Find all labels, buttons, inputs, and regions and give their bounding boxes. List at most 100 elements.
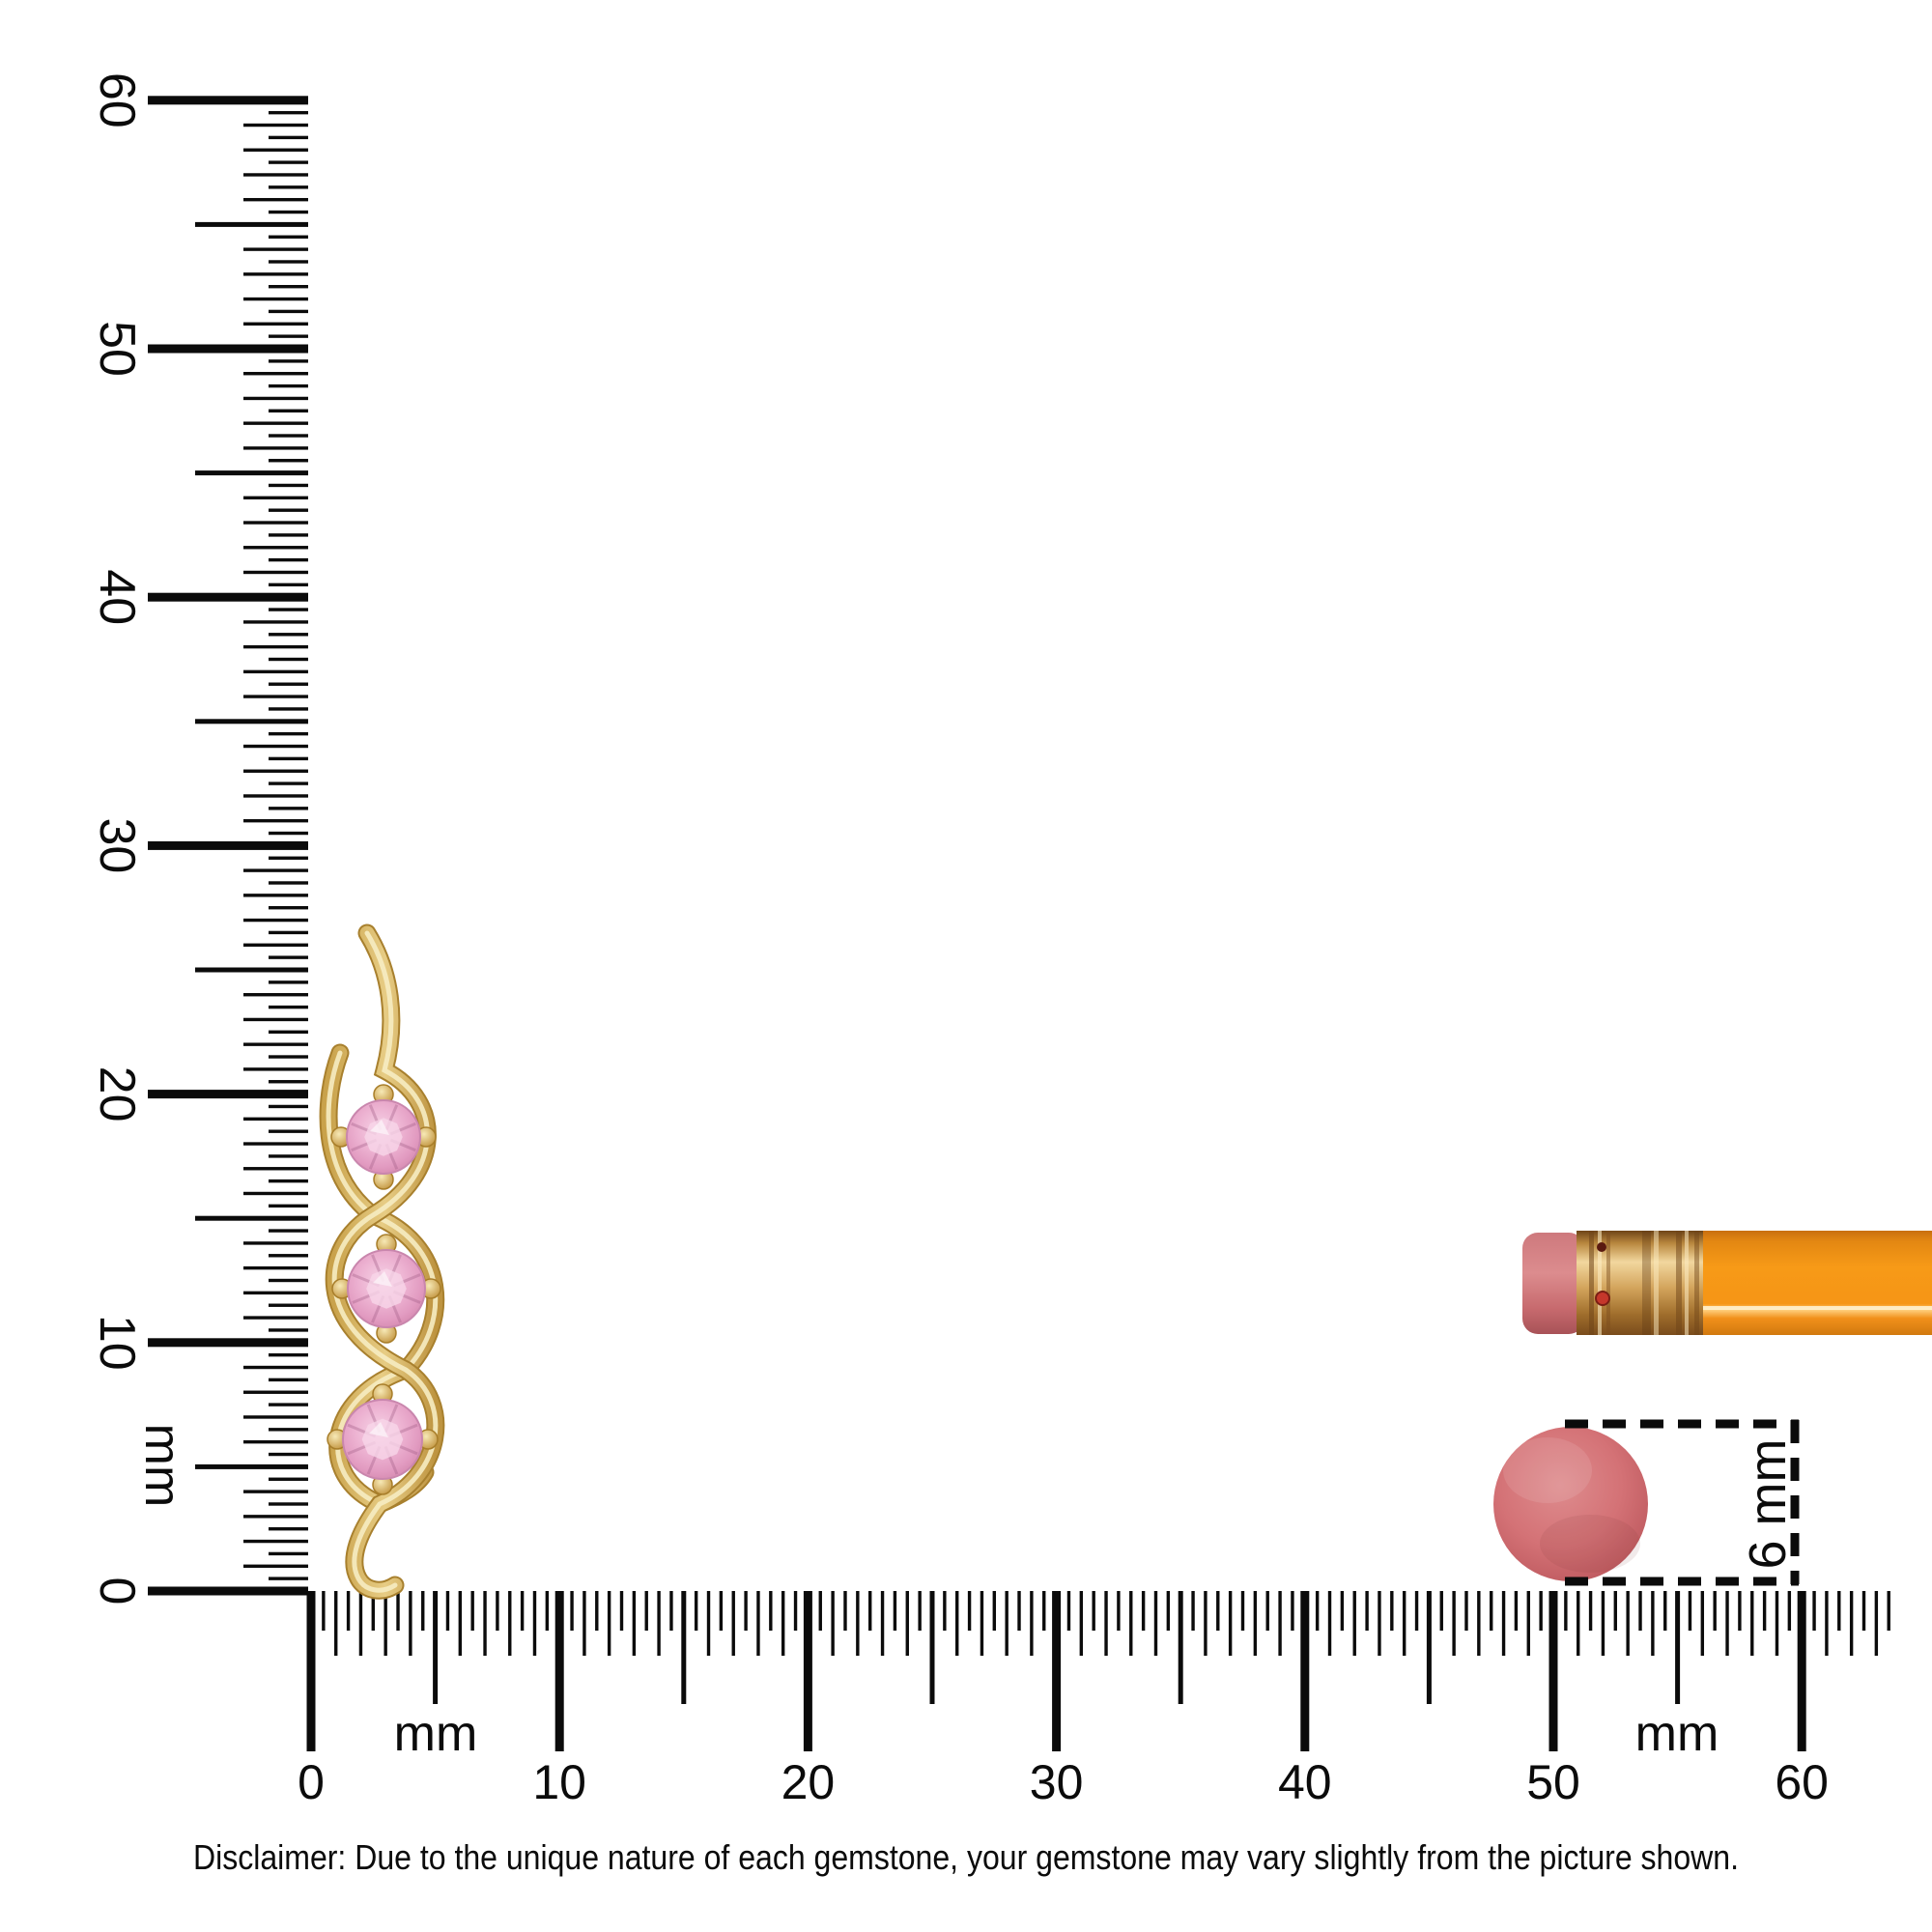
h-tick-2.5mm [371,1591,375,1631]
h-tick-40mm [1300,1591,1310,1751]
v-tick-50mm [148,344,308,354]
h-tick-60.5mm [1812,1591,1816,1631]
h-tick-44.5mm [1414,1591,1419,1631]
v-tick-18mm [243,1142,308,1146]
v-tick-7mm [243,1415,308,1419]
v-tick-51mm [243,322,308,326]
h-tick-22.5mm [868,1591,872,1631]
v-tick-52mm [243,297,308,301]
h-tick-62mm [1849,1591,1854,1656]
pencil [1522,1231,1932,1335]
h-tick-32mm [1104,1591,1108,1656]
h-ruler-label-40: 40 [1278,1755,1332,1809]
v-tick-26mm [243,943,308,947]
v-tick-14.5mm [269,1229,308,1233]
h-tick-21mm [831,1591,835,1656]
v-tick-11mm [243,1316,308,1320]
v-tick-20mm [148,1090,308,1099]
v-tick-9.5mm [269,1352,308,1357]
h-tick-3mm [384,1591,387,1656]
v-tick-59.5mm [269,110,308,115]
h-tick-32.5mm [1117,1591,1121,1631]
h-tick-23mm [880,1591,885,1656]
h-tick-12mm [607,1591,611,1656]
horizontal-ruler-unit-right: mm [1635,1706,1719,1762]
h-tick-11.5mm [595,1591,599,1631]
v-tick-33.5mm [269,756,308,761]
v-tick-3mm [243,1515,308,1519]
h-tick-19.5mm [793,1591,798,1631]
v-tick-5.5mm [269,1452,308,1457]
h-tick-49mm [1526,1591,1530,1656]
h-tick-58.5mm [1762,1591,1767,1631]
v-tick-13.5mm [269,1254,308,1258]
h-tick-46.5mm [1464,1591,1468,1631]
v-tick-1mm [243,1564,308,1568]
v-tick-7.5mm [269,1403,308,1406]
h-tick-5mm [433,1591,439,1704]
h-tick-41mm [1327,1591,1332,1656]
h-tick-53.5mm [1638,1591,1642,1631]
h-tick-17.5mm [744,1591,748,1631]
v-tick-54mm [243,247,308,251]
h-tick-27.5mm [992,1591,996,1631]
h-tick-45.5mm [1439,1591,1443,1631]
pendant-wire [319,923,445,1600]
gemstone-1 [330,1084,437,1190]
h-tick-7mm [483,1591,487,1656]
v-tick-52.5mm [269,285,308,289]
v-tick-44.5mm [269,483,308,488]
dimension-lines [1565,1419,1800,1586]
h-tick-49.5mm [1539,1591,1543,1631]
h-tick-33.5mm [1141,1591,1146,1631]
v-ruler-label-0: 0 [89,1577,145,1605]
v-tick-39.5mm [269,608,308,611]
v-tick-58.5mm [269,135,308,140]
h-tick-50mm [1548,1591,1558,1751]
v-tick-57.5mm [269,160,308,164]
h-tick-53mm [1626,1591,1630,1656]
h-tick-51.5mm [1588,1591,1593,1631]
v-tick-1.5mm [269,1551,308,1556]
h-tick-36mm [1204,1591,1208,1656]
v-tick-24.5mm [269,980,308,984]
h-tick-15.5mm [694,1591,698,1631]
v-tick-31mm [243,818,308,823]
v-tick-49mm [243,372,308,376]
v-tick-43.5mm [269,508,308,512]
h-tick-30.5mm [1066,1591,1071,1631]
horizontal-ruler-labels: 0 10 20 30 40 50 60 [298,1755,1829,1809]
h-tick-31mm [1079,1591,1084,1656]
h-tick-2mm [358,1591,363,1656]
v-tick-40.5mm [269,582,308,587]
h-tick-43.5mm [1390,1591,1394,1631]
v-tick-30.5mm [269,831,308,836]
v-tick-8.5mm [269,1378,308,1382]
v-tick-38.5mm [269,633,308,637]
v-tick-41.5mm [269,557,308,562]
h-tick-8mm [508,1591,512,1656]
h-tick-36.5mm [1216,1591,1220,1631]
v-tick-4mm [243,1490,308,1493]
h-tick-10.5mm [570,1591,574,1631]
h-tick-4.5mm [421,1591,425,1631]
h-tick-10mm [554,1591,564,1751]
h-tick-34mm [1153,1591,1158,1656]
h-ruler-label-20: 20 [781,1755,836,1809]
v-tick-28.5mm [269,881,308,885]
v-tick-26.5mm [269,930,308,935]
v-ruler-label-60: 60 [89,72,145,128]
h-tick-52.5mm [1613,1591,1617,1631]
v-ruler-label-50: 50 [89,321,145,377]
v-tick-12mm [243,1291,308,1295]
v-tick-45mm [195,470,308,476]
v-tick-50.5mm [269,334,308,338]
v-tick-33mm [243,769,308,773]
v-tick-24mm [243,993,308,997]
gem-sparkle [369,1422,388,1437]
pencil-body-glint [1703,1306,1932,1310]
h-tick-3.5mm [396,1591,400,1631]
h-tick-39.5mm [1291,1591,1294,1631]
h-tick-47mm [1477,1591,1481,1656]
h-tick-52mm [1601,1591,1605,1656]
